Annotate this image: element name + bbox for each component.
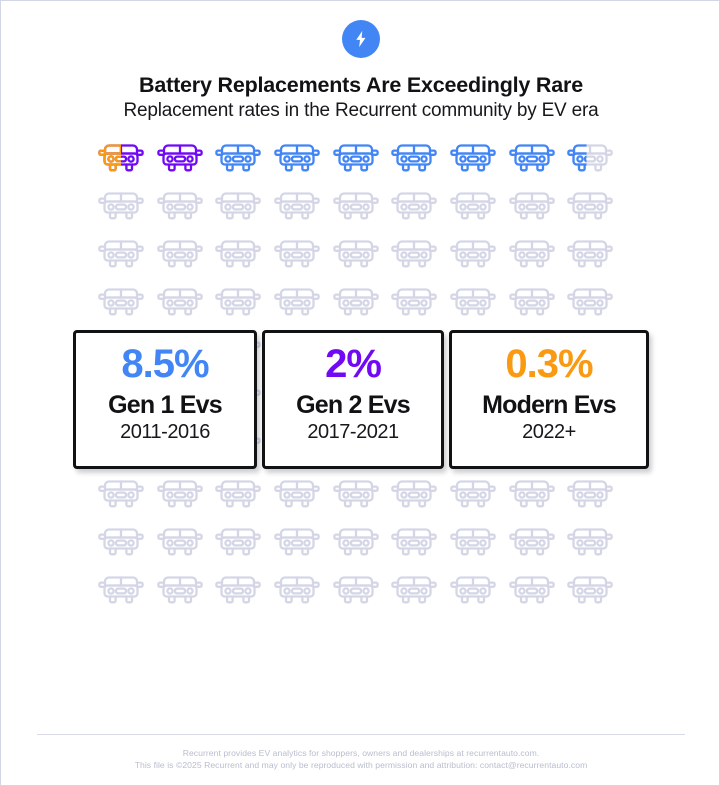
car-grid-row bbox=[97, 523, 625, 571]
stat-label: Gen 1 Evs bbox=[108, 391, 223, 419]
car-icon bbox=[390, 571, 449, 619]
car-icon bbox=[566, 235, 625, 283]
car-icon bbox=[214, 523, 273, 571]
car-icon bbox=[273, 475, 332, 523]
car-icon bbox=[508, 475, 567, 523]
lightning-bolt-icon bbox=[342, 20, 380, 58]
car-icon bbox=[566, 475, 625, 523]
car-icon bbox=[273, 523, 332, 571]
stat-range: 2022+ bbox=[522, 421, 576, 443]
car-icon bbox=[273, 283, 332, 331]
car-icon bbox=[214, 139, 273, 187]
car-icon bbox=[97, 139, 156, 187]
car-icon bbox=[332, 571, 391, 619]
car-icon bbox=[449, 235, 508, 283]
car-icon bbox=[332, 187, 391, 235]
car-icon bbox=[214, 283, 273, 331]
car-icon bbox=[97, 571, 156, 619]
car-icon bbox=[273, 571, 332, 619]
car-icon bbox=[214, 571, 273, 619]
car-icon bbox=[390, 235, 449, 283]
footer-line-1: Recurrent provides EV analytics for shop… bbox=[182, 748, 540, 758]
car-icon bbox=[156, 139, 215, 187]
car-icon bbox=[566, 523, 625, 571]
car-icon bbox=[156, 283, 215, 331]
car-icon bbox=[156, 235, 215, 283]
logo-container bbox=[1, 20, 719, 58]
car-icon bbox=[566, 571, 625, 619]
car-icon bbox=[273, 139, 332, 187]
car-icon bbox=[390, 475, 449, 523]
car-icon bbox=[97, 475, 156, 523]
car-icon bbox=[97, 523, 156, 571]
car-icon bbox=[390, 139, 449, 187]
footer-line-2: This file is ©2025 Recurrent and may onl… bbox=[134, 760, 588, 771]
stat-label: Gen 2 Evs bbox=[296, 391, 411, 419]
stat-card-row: 8.5% Gen 1 Evs 2011-2016 2% Gen 2 Evs 20… bbox=[73, 330, 649, 469]
car-icon bbox=[273, 235, 332, 283]
stat-percent: 2% bbox=[325, 342, 382, 386]
car-icon bbox=[508, 139, 567, 187]
car-grid-row bbox=[97, 475, 625, 523]
car-icon bbox=[390, 523, 449, 571]
car-icon bbox=[449, 283, 508, 331]
car-icon bbox=[508, 283, 567, 331]
car-grid-row bbox=[97, 139, 625, 187]
car-icon bbox=[508, 187, 567, 235]
car-icon bbox=[566, 187, 625, 235]
car-icon bbox=[214, 187, 273, 235]
page-title: Battery Replacements Are Exceedingly Rar… bbox=[139, 73, 583, 97]
car-icon bbox=[273, 187, 332, 235]
car-icon bbox=[97, 235, 156, 283]
car-icon bbox=[332, 523, 391, 571]
car-icon bbox=[449, 475, 508, 523]
stat-percent: 8.5% bbox=[121, 342, 209, 386]
car-icon bbox=[449, 571, 508, 619]
car-icon bbox=[332, 235, 391, 283]
car-icon bbox=[97, 283, 156, 331]
car-icon bbox=[214, 235, 273, 283]
stat-percent: 0.3% bbox=[505, 342, 593, 386]
car-icon bbox=[508, 523, 567, 571]
car-icon bbox=[156, 187, 215, 235]
car-icon bbox=[156, 523, 215, 571]
car-grid-row bbox=[97, 235, 625, 283]
car-icon bbox=[97, 187, 156, 235]
car-icon bbox=[390, 187, 449, 235]
stat-range: 2017-2021 bbox=[307, 421, 399, 443]
car-icon bbox=[156, 475, 215, 523]
stat-range: 2011-2016 bbox=[120, 421, 210, 443]
car-icon bbox=[449, 523, 508, 571]
car-icon bbox=[566, 139, 625, 187]
car-icon bbox=[566, 283, 625, 331]
car-icon bbox=[449, 139, 508, 187]
car-icon bbox=[508, 571, 567, 619]
car-grid-row bbox=[97, 187, 625, 235]
car-icon bbox=[332, 475, 391, 523]
stat-card-modern: 0.3% Modern Evs 2022+ bbox=[449, 330, 649, 469]
car-icon bbox=[156, 571, 215, 619]
car-grid-row bbox=[97, 571, 625, 619]
car-icon bbox=[449, 187, 508, 235]
car-icon bbox=[214, 475, 273, 523]
stat-label: Modern Evs bbox=[482, 391, 617, 419]
car-icon bbox=[332, 283, 391, 331]
footer-divider bbox=[37, 734, 685, 735]
car-grid-row bbox=[97, 283, 625, 331]
car-icon bbox=[508, 235, 567, 283]
car-icon bbox=[332, 139, 391, 187]
stat-card-gen2: 2% Gen 2 Evs 2017-2021 bbox=[262, 330, 444, 469]
page-subtitle: Replacement rates in the Recurrent commu… bbox=[123, 100, 599, 121]
footer-text: Recurrent provides EV analytics for shop… bbox=[1, 747, 719, 772]
car-icon bbox=[390, 283, 449, 331]
stat-card-gen1: 8.5% Gen 1 Evs 2011-2016 bbox=[73, 330, 257, 469]
